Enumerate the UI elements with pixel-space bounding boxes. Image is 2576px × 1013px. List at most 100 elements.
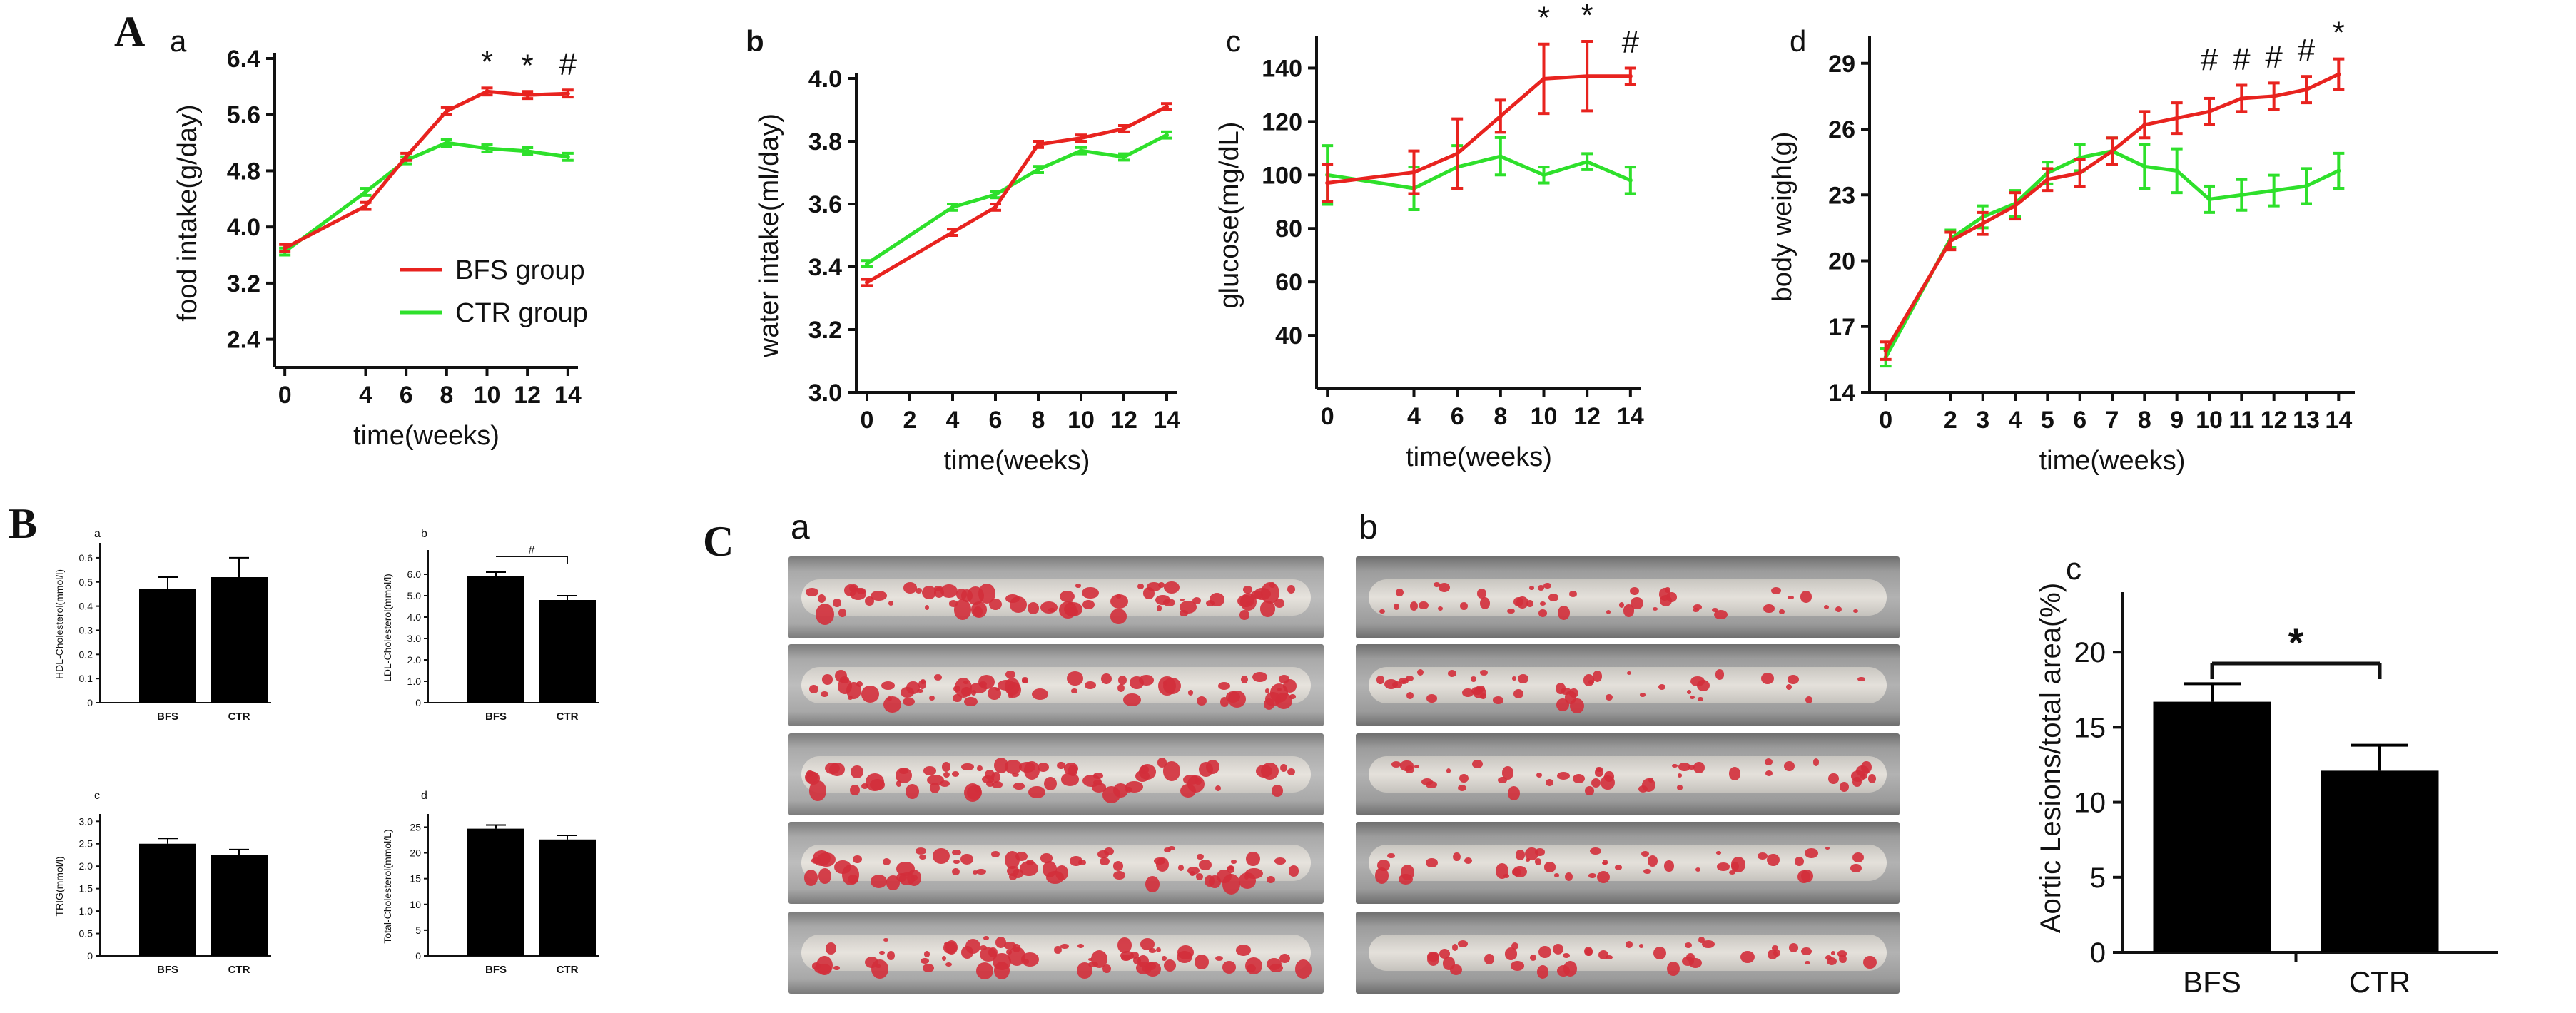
lesion-spot xyxy=(1606,955,1613,959)
lesion-spot xyxy=(1112,870,1126,880)
x-tick-label: 10 xyxy=(1531,403,1558,430)
lesion-spot xyxy=(997,679,1015,691)
lesion-spot xyxy=(1018,762,1035,773)
lesion-spot xyxy=(853,855,863,864)
lesion-spot xyxy=(1242,586,1253,594)
y-tick-label: 14 xyxy=(1828,380,1855,407)
lesion-spot xyxy=(841,864,860,885)
data-point xyxy=(1541,76,1546,81)
lesion-spot xyxy=(1771,587,1781,594)
lesion-spot xyxy=(1414,764,1419,768)
lesion-spot xyxy=(1730,861,1740,872)
x-tick-label: 4 xyxy=(946,407,960,434)
aorta-strip-ctr-1 xyxy=(1356,556,1900,638)
category-label: CTR xyxy=(228,711,250,723)
lesion-spot xyxy=(1765,758,1773,766)
lesion-spot xyxy=(977,765,983,772)
lesion-spot xyxy=(1020,860,1038,876)
bar-chart-Ba: 0 0.1 0.2 0.3 0.4 0.5 0.6 BFS CTR HDL-Cholesterol… xyxy=(54,528,271,723)
data-point xyxy=(2110,148,2114,153)
lesion-spot xyxy=(1538,945,1551,959)
lesion-spot xyxy=(1801,947,1812,955)
y-tick-label: 23 xyxy=(1828,182,1855,209)
y-tick-label: 3.6 xyxy=(808,191,842,218)
lesion-spot xyxy=(1800,869,1813,883)
lesion-spot xyxy=(1626,671,1632,675)
lesion-spot xyxy=(1592,671,1603,682)
significance-marker: * xyxy=(1538,1,1550,36)
lesion-spot xyxy=(1400,760,1414,771)
x-tick-label: 13 xyxy=(2293,407,2320,434)
lesion-spot xyxy=(1678,762,1690,771)
lesion-spot xyxy=(1194,778,1202,785)
lesion-spot xyxy=(905,783,920,799)
lesion-spot xyxy=(1410,601,1419,611)
lesion-spot xyxy=(1222,961,1237,974)
y-tick-label: 4.8 xyxy=(227,158,260,185)
lesion-spot xyxy=(815,604,834,626)
lesion-spot xyxy=(1658,587,1671,601)
data-point xyxy=(2304,87,2308,92)
data-point xyxy=(2239,193,2244,198)
y-axis-label: food intake(g/day) xyxy=(173,104,203,321)
lesion-spot xyxy=(1177,945,1195,960)
x-axis-label: time(weeks) xyxy=(353,421,500,451)
x-tick-label: 8 xyxy=(1032,407,1045,434)
lesion-spot xyxy=(963,783,981,802)
lesion-spot xyxy=(1008,872,1018,880)
lesion-spot xyxy=(1102,786,1120,803)
lesion-spot xyxy=(1082,599,1095,609)
bar xyxy=(467,576,524,703)
lesion-spot xyxy=(1462,688,1474,698)
y-tick-label: 3.2 xyxy=(808,317,842,344)
x-tick-label: 2 xyxy=(903,407,917,434)
lesion-spot xyxy=(1060,590,1075,602)
lesion-spot xyxy=(1501,766,1514,780)
y-tick-label: 1.0 xyxy=(407,676,422,687)
lesion-spot xyxy=(961,686,972,696)
lesion-spot xyxy=(1006,949,1012,955)
lesion-spot xyxy=(1421,778,1434,786)
y-axis-label: Aortic Lesions/total area(%) xyxy=(2035,583,2067,933)
lesion-spot xyxy=(1631,597,1643,609)
lesion-spot xyxy=(1060,943,1069,950)
aorta-tissue xyxy=(1369,756,1887,793)
lesion-spot xyxy=(1294,959,1312,979)
lesion-spot xyxy=(1556,772,1570,780)
y-tick-label: 0.5 xyxy=(79,928,93,940)
lesion-spot xyxy=(1103,847,1114,856)
lesion-spot xyxy=(1163,959,1177,972)
series-line-bfs xyxy=(1884,72,2340,352)
x-tick-label: 2 xyxy=(1944,407,1957,434)
panel-sublabel: d xyxy=(1790,24,1806,58)
lesion-spot xyxy=(896,767,913,784)
lesion-spot xyxy=(1557,606,1570,620)
lesion-spot xyxy=(1503,874,1510,879)
series-line-ctr xyxy=(1327,154,1631,190)
x-tick-label: 7 xyxy=(2106,407,2119,434)
lesion-spot xyxy=(922,586,937,600)
lesion-spot xyxy=(1162,955,1167,962)
lesion-spot xyxy=(1788,674,1800,684)
lesion-spot xyxy=(945,962,952,967)
lesion-spot xyxy=(985,769,995,780)
lesion-spot xyxy=(1658,684,1665,690)
lesion-spot xyxy=(1504,947,1518,960)
lesion-spot xyxy=(1460,601,1469,611)
panel-label-A: A xyxy=(114,8,146,55)
lesion-spot xyxy=(1288,865,1299,877)
lesion-spot xyxy=(1427,952,1439,962)
lesion-spot xyxy=(1867,774,1876,784)
lesion-spot xyxy=(953,694,962,703)
lesion-spot xyxy=(1129,676,1144,689)
line-chart-a: 2.4 3.2 4.0 4.8 5.6 6.4 0 4 6 8 10 12 14 time(weeks) f… xyxy=(170,24,588,451)
y-axis-label: Total-Cholesterol(mmol/L) xyxy=(382,829,393,943)
panel-label-B: B xyxy=(9,500,38,547)
bar xyxy=(139,589,196,703)
lesion-spot xyxy=(1117,937,1132,953)
lesion-spot xyxy=(973,870,978,875)
lesion-spot xyxy=(1493,696,1504,704)
category-label: BFS xyxy=(157,964,178,976)
lesion-spot xyxy=(805,587,819,596)
series-line-bfs xyxy=(284,89,568,250)
